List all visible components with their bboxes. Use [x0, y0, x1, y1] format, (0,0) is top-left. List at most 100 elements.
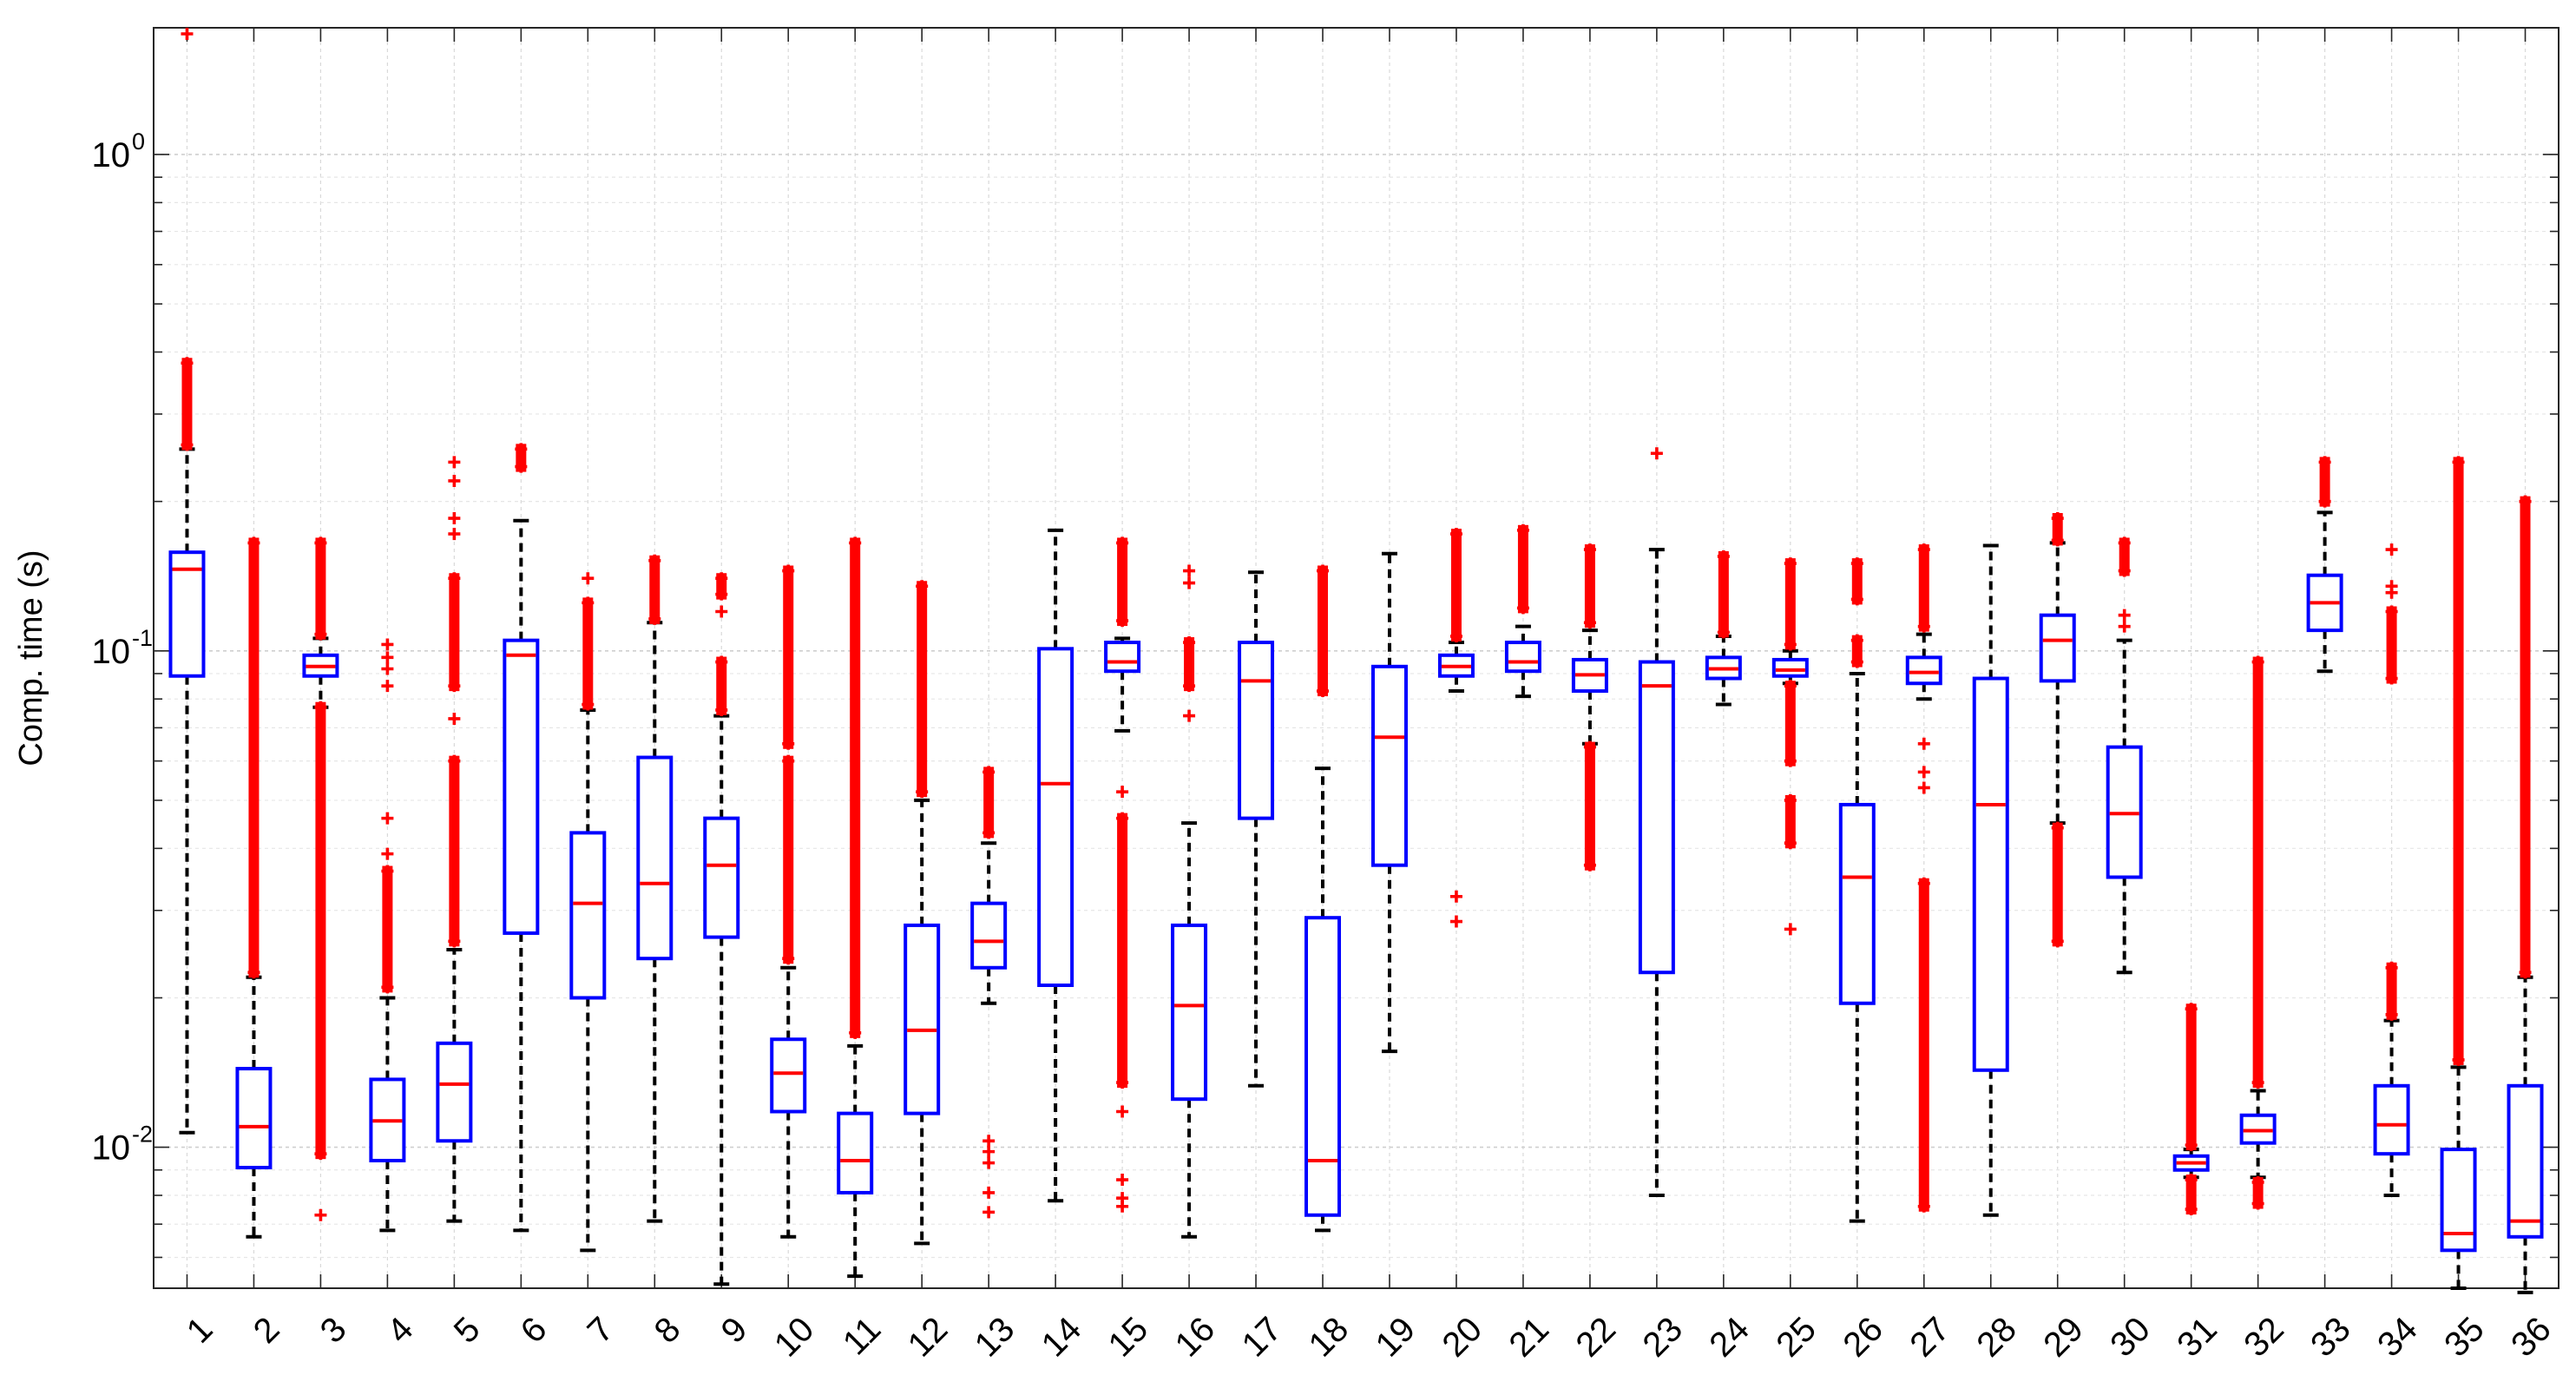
outlier-marker	[2519, 495, 2532, 508]
outlier-marker	[982, 766, 996, 779]
outlier-cluster	[850, 537, 861, 1038]
outlier-marker	[1116, 1192, 1129, 1205]
box-iqr	[1638, 660, 1675, 975]
outlier-cluster	[1918, 878, 1929, 1212]
outlier-marker	[1183, 709, 1196, 722]
outlier-marker	[1583, 740, 1596, 753]
outlier-cluster	[983, 767, 995, 839]
x-tick-label: 11	[836, 1310, 888, 1362]
box-iqr	[1238, 641, 1275, 820]
x-tick-label: 30	[2103, 1310, 2158, 1365]
outlier-cluster	[783, 565, 794, 749]
outlier-cluster	[2119, 537, 2130, 576]
outlier-marker	[448, 680, 461, 693]
outlier-cluster	[1918, 544, 1929, 632]
outlier-marker	[1917, 877, 1930, 890]
outlier-cluster	[516, 444, 527, 472]
labels-layer: Comp. time (s) 10 010 -110 -21 2 3 4 5 6 7 8 9 10 11 1…	[13, 128, 2559, 1365]
outlier-marker	[982, 1135, 996, 1148]
outlier-marker	[1317, 685, 1330, 698]
box-iqr	[1171, 923, 1208, 1102]
x-tick-label: 35	[2437, 1310, 2492, 1365]
x-tick-label: 14	[1035, 1310, 1089, 1365]
box-14	[1037, 528, 1074, 1203]
outlier-marker	[2385, 580, 2398, 593]
outlier-marker	[1650, 447, 1663, 460]
outlier-marker	[982, 1156, 996, 1169]
outlier-marker	[1449, 629, 1462, 642]
outlier-marker	[1917, 620, 1930, 633]
x-tick-label: 23	[1635, 1310, 1690, 1365]
outlier-marker	[1449, 528, 1462, 541]
box-2	[235, 536, 273, 1239]
outlier-marker	[2118, 609, 2131, 622]
y-tick-label: 10 -2	[92, 1122, 154, 1168]
outlier-marker	[2118, 564, 2131, 577]
box-iqr	[2373, 1083, 2410, 1156]
box-25	[1771, 557, 1809, 936]
outlier-marker	[381, 981, 394, 994]
outlier-marker	[1116, 1174, 1129, 1187]
x-tick-label: 31	[2170, 1310, 2224, 1365]
outlier-cluster	[2252, 1176, 2264, 1209]
box-iqr	[1304, 916, 1342, 1217]
outlier-marker	[2251, 1175, 2264, 1188]
x-tick-label: 22	[1568, 1310, 1623, 1365]
outlier-marker	[2318, 495, 2331, 508]
box-18	[1304, 564, 1342, 1233]
y-tick-label: 10 -1	[92, 625, 154, 671]
outlier-marker	[448, 456, 461, 469]
box-16	[1171, 564, 1208, 1239]
outlier-marker	[982, 1206, 996, 1219]
outlier-marker	[1917, 766, 1930, 779]
box-21	[1504, 523, 1541, 699]
box-iqr	[970, 901, 1008, 970]
x-tick-label: 24	[1702, 1310, 1757, 1365]
outlier-marker	[314, 1208, 327, 1221]
box-iqr	[1504, 641, 1541, 674]
outlier-marker	[181, 27, 194, 40]
y-tick-label-base: 10	[92, 1129, 131, 1168]
outlier-marker	[1583, 859, 1596, 872]
box-iqr	[168, 550, 206, 678]
outlier-cluster	[1184, 637, 1195, 692]
outlier-marker	[448, 474, 461, 487]
outlier-marker	[1449, 890, 1462, 903]
box-6	[503, 443, 540, 1233]
box-iqr	[569, 831, 607, 1000]
box-iqr	[770, 1037, 807, 1114]
box-iqr	[436, 1041, 473, 1143]
x-tick-label: 32	[2237, 1310, 2291, 1365]
outlier-marker	[515, 460, 528, 473]
outlier-marker	[1784, 837, 1797, 850]
outlier-marker	[448, 712, 461, 725]
box-iqr	[1905, 655, 1942, 686]
x-tick-label: 6	[514, 1310, 555, 1351]
y-tick-label-exponent: -2	[132, 1122, 153, 1148]
outlier-marker	[1116, 615, 1129, 628]
box-27	[1905, 543, 1942, 1213]
x-tick-label: 28	[1969, 1310, 2024, 1365]
outlier-cluster	[1851, 558, 1863, 605]
outlier-cluster	[2386, 606, 2397, 684]
box-28	[1972, 543, 2009, 1217]
x-tick-label: 33	[2303, 1310, 2358, 1365]
outlier-cluster	[449, 755, 460, 947]
outlier-marker	[1116, 1105, 1129, 1118]
outlier-marker	[582, 572, 595, 585]
outlier-marker	[247, 966, 260, 979]
box-iqr	[636, 755, 674, 961]
box-10	[770, 564, 807, 1239]
x-tick-label: 29	[2036, 1310, 2091, 1365]
outlier-marker	[1917, 737, 1930, 750]
outlier-cluster	[1117, 813, 1128, 1089]
x-tick-label: 1	[180, 1310, 220, 1351]
outlier-marker	[715, 703, 728, 716]
outlier-marker	[715, 605, 728, 618]
outlier-marker	[1917, 543, 1930, 556]
x-tick-label: 19	[1369, 1310, 1423, 1365]
outlier-marker	[1116, 536, 1129, 549]
outlier-marker	[2251, 655, 2264, 668]
outlier-marker	[381, 638, 394, 651]
